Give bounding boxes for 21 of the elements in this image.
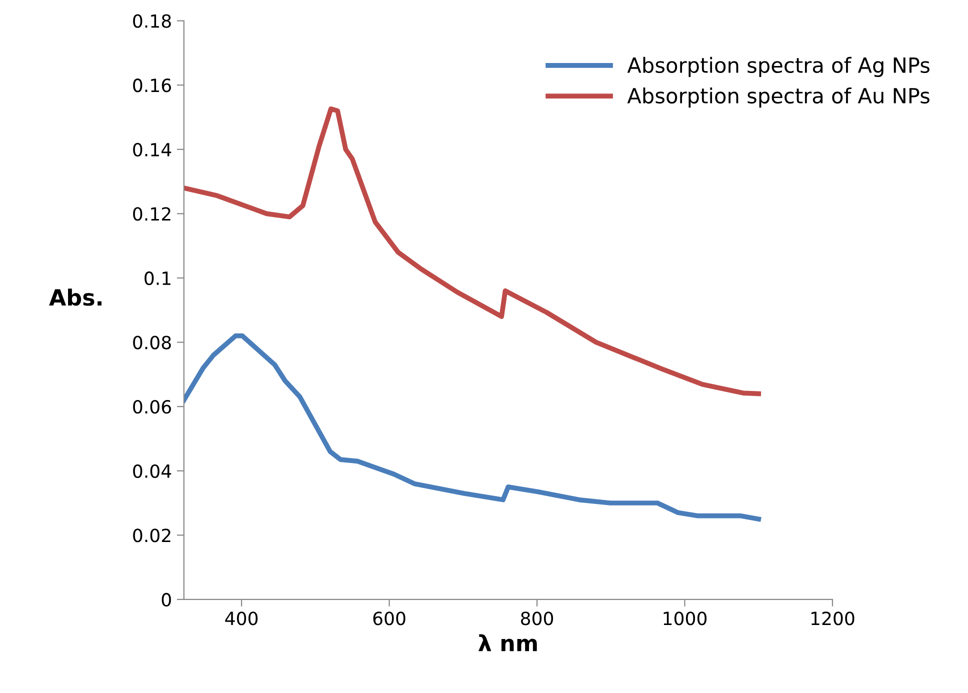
y-tick-label: 0.08 [133, 336, 171, 350]
y-axis-title: Abs. [49, 288, 102, 306]
y-tick-label: 0.18 [133, 14, 171, 28]
y-tick-label: 0.02 [133, 528, 170, 542]
y-tick-label: 0.14 [133, 142, 172, 156]
x-axis-title: λ nm [478, 634, 537, 652]
x-tick-label: 1000 [664, 612, 707, 626]
y-tick-label: 0 [162, 592, 171, 607]
y-tick-label: 0.04 [133, 464, 172, 478]
line-series [184, 106, 762, 396]
x-tick-label: 400 [225, 612, 258, 626]
y-tick-label: 0.16 [133, 78, 171, 92]
legend-label: Absorption spectra of Ag NPs [627, 56, 930, 78]
y-tick-label: 0.12 [133, 207, 170, 221]
y-tick-label: 0.1 [144, 271, 170, 286]
legend-label: Absorption spectra of Au NPs [627, 87, 930, 108]
x-tick-label: 1200 [811, 612, 854, 626]
x-tick-label: 800 [521, 612, 554, 626]
line-series [184, 333, 762, 522]
y-tick-label: 0.06 [133, 400, 171, 414]
x-tick-label: 600 [373, 612, 406, 626]
